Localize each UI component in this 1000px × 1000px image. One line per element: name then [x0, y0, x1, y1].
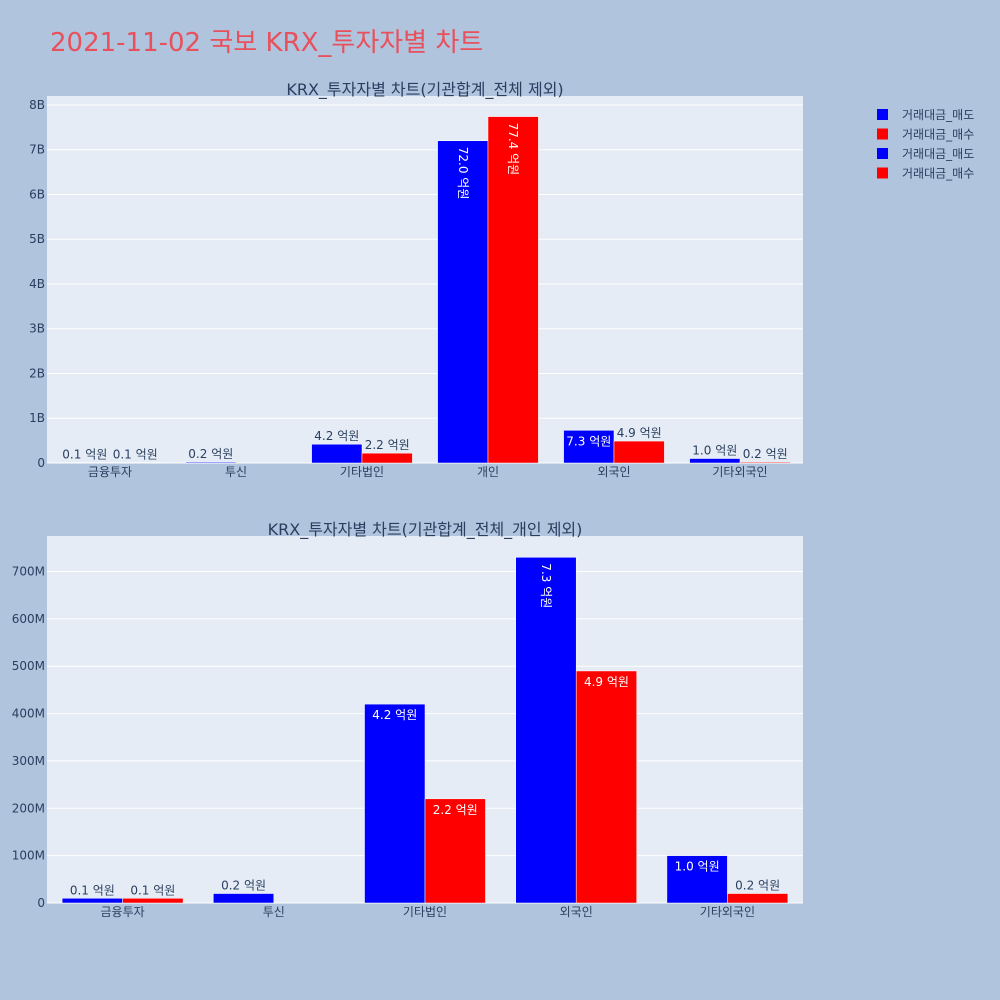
bar-value-label: 4.9 억원: [617, 426, 662, 440]
bar-value-label: 4.2 억원: [314, 429, 359, 443]
y-tick-label: 1B: [29, 411, 45, 425]
bar-buy: [613, 440, 665, 464]
x-tick-label: 투신: [263, 905, 285, 919]
y-tick-label: 300M: [12, 754, 45, 768]
bar-value-label: 2.2 억원: [365, 438, 410, 452]
bar-sell: [185, 461, 237, 464]
bar-value-label: 2.2 억원: [433, 803, 478, 817]
bar-value-label: 77.4 억원: [506, 123, 520, 176]
bar-value-label: 4.2 억원: [372, 708, 417, 722]
legend-item[interactable]: 거래대금_매도: [877, 147, 974, 161]
bar-value-label: 1.0 억원: [675, 860, 720, 874]
legend-label: 거래대금_매수: [902, 167, 974, 181]
y-tick-label: 3B: [29, 322, 45, 336]
x-tick-label: 기타법인: [403, 905, 447, 919]
bar-buy: [361, 452, 413, 464]
bar-value-label: 0.1 억원: [113, 448, 158, 462]
y-tick-label: 700M: [12, 565, 45, 579]
y-tick-label: 6B: [29, 187, 45, 201]
legend-swatch: [877, 148, 888, 159]
y-tick-label: 200M: [12, 801, 45, 815]
bar-sell: [689, 458, 741, 464]
y-tick-label: 2B: [29, 366, 45, 380]
bar-sell: [213, 893, 275, 904]
legend-label: 거래대금_매도: [902, 147, 974, 161]
bar-value-label: 72.0 억원: [456, 147, 470, 200]
bar-buy: [122, 898, 184, 904]
chart-subtitle: KRX_투자자별 차트(기관합계_전체 제외): [286, 80, 563, 100]
plot-area: [47, 96, 803, 463]
page-title: 2021-11-02 국보 KRX_투자자별 차트: [50, 28, 484, 58]
x-tick-label: 외국인: [597, 465, 630, 479]
bar-sell: [563, 430, 615, 464]
bar-value-label: 4.9 억원: [584, 675, 629, 689]
y-tick-label: 100M: [12, 849, 45, 863]
x-tick-label: 외국인: [560, 905, 593, 919]
x-tick-label: 투신: [225, 465, 247, 479]
y-tick-label: 8B: [29, 98, 45, 112]
bar-value-label: 0.1 억원: [62, 448, 107, 462]
legend-item[interactable]: 거래대금_매수: [877, 167, 974, 181]
y-tick-label: 0: [37, 896, 45, 910]
bar-sell: [515, 557, 577, 904]
x-tick-label: 기타법인: [340, 465, 384, 479]
bar-buy: [575, 670, 637, 904]
bar-value-label: 0.2 억원: [188, 447, 233, 461]
bar-sell: [364, 703, 426, 904]
bar-value-label: 0.2 억원: [735, 879, 780, 893]
chart-1: 0 1B 2B 3B 4B 5B 6B 7B 8B KRX_투자자별 차트(기관합계_전체 제외)…: [29, 80, 803, 479]
bar-sell: [59, 462, 111, 464]
y-tick-label: 0: [37, 456, 45, 470]
bar-value-label: 0.2 억원: [221, 879, 266, 893]
bar-buy: [739, 461, 791, 464]
x-tick-label: 개인: [477, 465, 499, 479]
legend-item[interactable]: 거래대금_매수: [877, 128, 974, 142]
bar-value-label: 0.1 억원: [130, 883, 175, 897]
bar-value-label: 0.2 억원: [743, 447, 788, 461]
y-tick-label: 500M: [12, 659, 45, 673]
bar-buy: [424, 798, 486, 904]
legend-swatch: [877, 128, 888, 140]
y-tick-label: 5B: [29, 232, 45, 246]
bar-sell: [666, 855, 728, 904]
legend-label: 거래대금_매수: [902, 128, 974, 142]
y-tick-label: 400M: [12, 707, 45, 721]
x-tick-label: 기타외국인: [700, 905, 755, 919]
legend-swatch: [877, 109, 888, 120]
legend-item[interactable]: 거래대금_매도: [877, 108, 974, 122]
bar-value-label: 7.3 억원: [566, 434, 611, 448]
bar-sell: [437, 140, 489, 464]
chart-subtitle: KRX_투자자별 차트(기관합계_전체_개인 제외): [268, 520, 583, 540]
bar-value-label: 1.0 억원: [692, 444, 737, 458]
x-tick-label: 금융투자: [101, 905, 145, 919]
x-tick-label: 기타외국인: [712, 465, 767, 479]
y-tick-label: 4B: [29, 277, 45, 291]
x-tick-label: 금융투자: [88, 465, 132, 479]
bar-value-label: 0.1 억원: [70, 883, 115, 897]
y-tick-label: 600M: [12, 612, 45, 626]
bar-value-label: 7.3 억원: [539, 563, 553, 608]
bar-buy: [487, 116, 539, 464]
bar-buy: [109, 462, 161, 464]
legend-label: 거래대금_매도: [902, 108, 974, 122]
bar-sell: [311, 443, 363, 464]
legend-swatch: [877, 167, 888, 179]
bar-sell: [61, 898, 123, 904]
chart-2: 0 100M 200M 300M 400M 500M 600M 700M KRX_투자자별 차트…: [12, 520, 803, 919]
bar-buy: [727, 893, 789, 904]
y-tick-label: 7B: [29, 143, 45, 157]
